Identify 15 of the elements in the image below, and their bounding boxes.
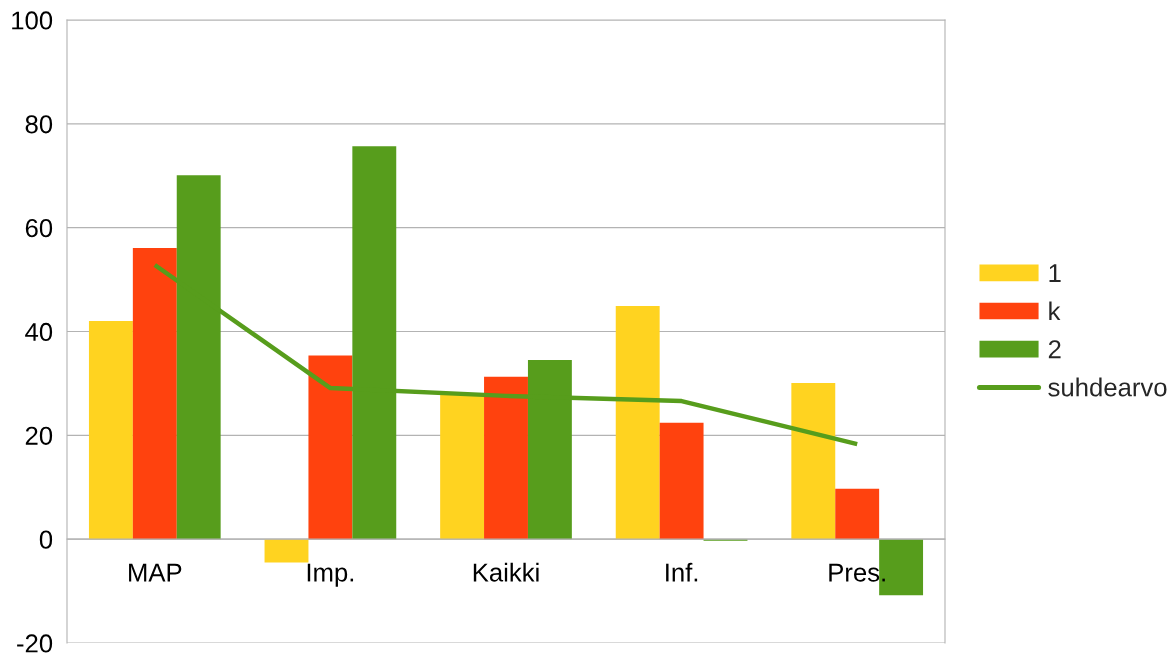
y-tick-label: -20 (17, 634, 53, 653)
y-tick-label: 20 (25, 426, 53, 445)
y-tick-label: 60 (25, 219, 53, 238)
x-tick-label: MAP (129, 563, 182, 582)
legend-label: 1 (1049, 264, 1061, 282)
y-tick-label: 80 (25, 115, 53, 134)
y-tick-label: 0 (39, 530, 53, 549)
x-tick-label: Kaikki (473, 562, 539, 582)
y-tick-label: 100 (12, 11, 53, 30)
x-tick-label: Imp. (307, 563, 354, 587)
y-tick-label: 40 (25, 322, 53, 342)
legend-label: 2 (1048, 340, 1061, 359)
legend-label: suhdearvo (1048, 377, 1167, 397)
x-tick-label: Inf. (666, 562, 698, 582)
legend-label: k (1049, 301, 1061, 321)
